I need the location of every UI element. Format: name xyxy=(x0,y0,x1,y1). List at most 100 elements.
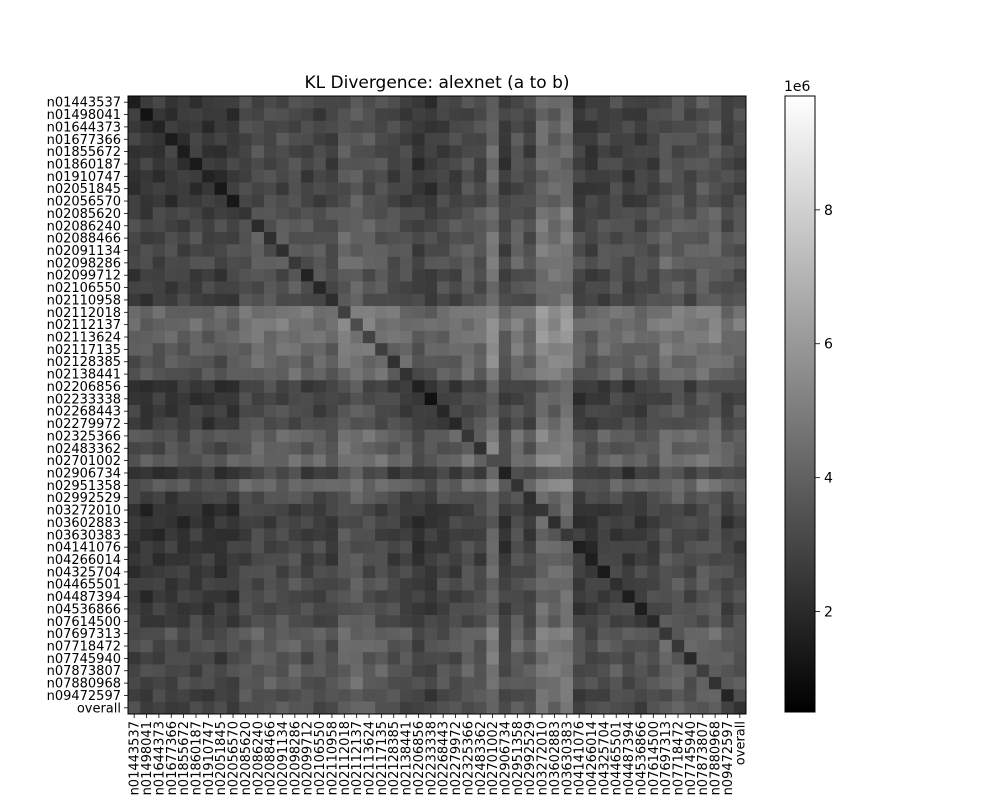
heatmap-cell xyxy=(561,430,574,443)
heatmap-cell xyxy=(474,454,487,467)
heatmap-cell xyxy=(524,133,537,146)
heatmap-cell xyxy=(153,281,166,294)
heatmap-cell xyxy=(610,417,623,430)
heatmap-cell xyxy=(252,158,265,171)
heatmap-cell xyxy=(511,702,524,715)
heatmap-cell xyxy=(437,479,450,492)
heatmap-cell xyxy=(313,356,326,369)
heatmap-cell xyxy=(375,220,388,233)
heatmap-cell xyxy=(215,158,228,171)
heatmap-cell xyxy=(350,133,363,146)
heatmap-cell xyxy=(190,121,203,134)
heatmap-cell xyxy=(276,207,289,220)
heatmap-cell xyxy=(684,318,697,331)
heatmap-cell xyxy=(598,652,611,665)
heatmap-cell xyxy=(635,108,648,121)
heatmap-cell xyxy=(400,603,413,616)
heatmap-cell xyxy=(449,244,462,257)
heatmap-cell xyxy=(437,640,450,653)
heatmap-cell xyxy=(647,652,660,665)
heatmap-cell xyxy=(388,195,401,208)
heatmap-cell xyxy=(511,356,524,369)
heatmap-cell xyxy=(276,689,289,702)
heatmap-cell xyxy=(635,553,648,566)
heatmap-cell xyxy=(350,516,363,529)
heatmap-cell xyxy=(697,96,710,109)
heatmap-cell xyxy=(252,356,265,369)
heatmap-cell xyxy=(598,504,611,517)
heatmap-cell xyxy=(227,702,240,715)
heatmap-cell xyxy=(437,566,450,579)
heatmap-cell xyxy=(153,430,166,443)
heatmap-cell xyxy=(561,454,574,467)
heatmap-cell xyxy=(672,232,685,245)
heatmap-cell xyxy=(190,578,203,591)
heatmap-cell xyxy=(734,121,747,134)
heatmap-cell xyxy=(313,294,326,307)
heatmap-cell xyxy=(326,417,339,430)
heatmap-cell xyxy=(425,108,438,121)
heatmap-cell xyxy=(610,294,623,307)
heatmap-cell xyxy=(140,393,153,406)
heatmap-cell xyxy=(165,133,178,146)
heatmap-cell xyxy=(388,331,401,344)
heatmap-cell xyxy=(585,220,598,233)
heatmap-cell xyxy=(326,702,339,715)
heatmap-cell xyxy=(313,158,326,171)
heatmap-cell xyxy=(610,405,623,418)
heatmap-cell xyxy=(721,220,734,233)
heatmap-cell xyxy=(672,566,685,579)
heatmap-cell xyxy=(400,170,413,183)
heatmap-cell xyxy=(598,257,611,270)
heatmap-cell xyxy=(350,566,363,579)
heatmap-cell xyxy=(462,269,475,282)
heatmap-cell xyxy=(548,405,561,418)
heatmap-cell xyxy=(622,677,635,690)
heatmap-cell xyxy=(128,133,141,146)
heatmap-cell xyxy=(313,454,326,467)
heatmap-cell xyxy=(202,108,215,121)
heatmap-cell xyxy=(375,442,388,455)
heatmap-cell xyxy=(165,232,178,245)
heatmap-cell xyxy=(561,677,574,690)
heatmap-cell xyxy=(474,183,487,196)
heatmap-cell xyxy=(511,652,524,665)
heatmap-cell xyxy=(289,121,302,134)
heatmap-cell xyxy=(338,467,351,480)
heatmap-cell xyxy=(400,529,413,542)
heatmap-cell xyxy=(425,615,438,628)
heatmap-cell xyxy=(326,442,339,455)
heatmap-cell xyxy=(264,257,277,270)
heatmap-cell xyxy=(449,492,462,505)
heatmap-cell xyxy=(573,108,586,121)
heatmap-cell xyxy=(659,133,672,146)
heatmap-cell xyxy=(610,603,623,616)
heatmap-cell xyxy=(227,430,240,443)
heatmap-cell xyxy=(474,566,487,579)
heatmap-cell xyxy=(734,665,747,678)
heatmap-cell xyxy=(140,183,153,196)
heatmap-cell xyxy=(177,590,190,603)
heatmap-cell xyxy=(412,331,425,344)
heatmap-cell xyxy=(721,356,734,369)
heatmap-cell xyxy=(511,603,524,616)
heatmap-cell xyxy=(425,356,438,369)
heatmap-cell xyxy=(363,640,376,653)
heatmap-cell xyxy=(165,467,178,480)
heatmap-cell xyxy=(375,578,388,591)
heatmap-cell xyxy=(252,566,265,579)
heatmap-cell xyxy=(672,590,685,603)
heatmap-cell xyxy=(301,467,314,480)
heatmap-cell xyxy=(610,541,623,554)
heatmap-cell xyxy=(264,318,277,331)
heatmap-cell xyxy=(202,417,215,430)
heatmap-cell xyxy=(313,133,326,146)
heatmap-cell xyxy=(585,578,598,591)
heatmap-cell xyxy=(227,652,240,665)
heatmap-cell xyxy=(202,145,215,158)
heatmap-cell xyxy=(548,232,561,245)
heatmap-cell xyxy=(474,702,487,715)
heatmap-cell xyxy=(388,541,401,554)
heatmap-cell xyxy=(264,430,277,443)
heatmap-cell xyxy=(499,665,512,678)
